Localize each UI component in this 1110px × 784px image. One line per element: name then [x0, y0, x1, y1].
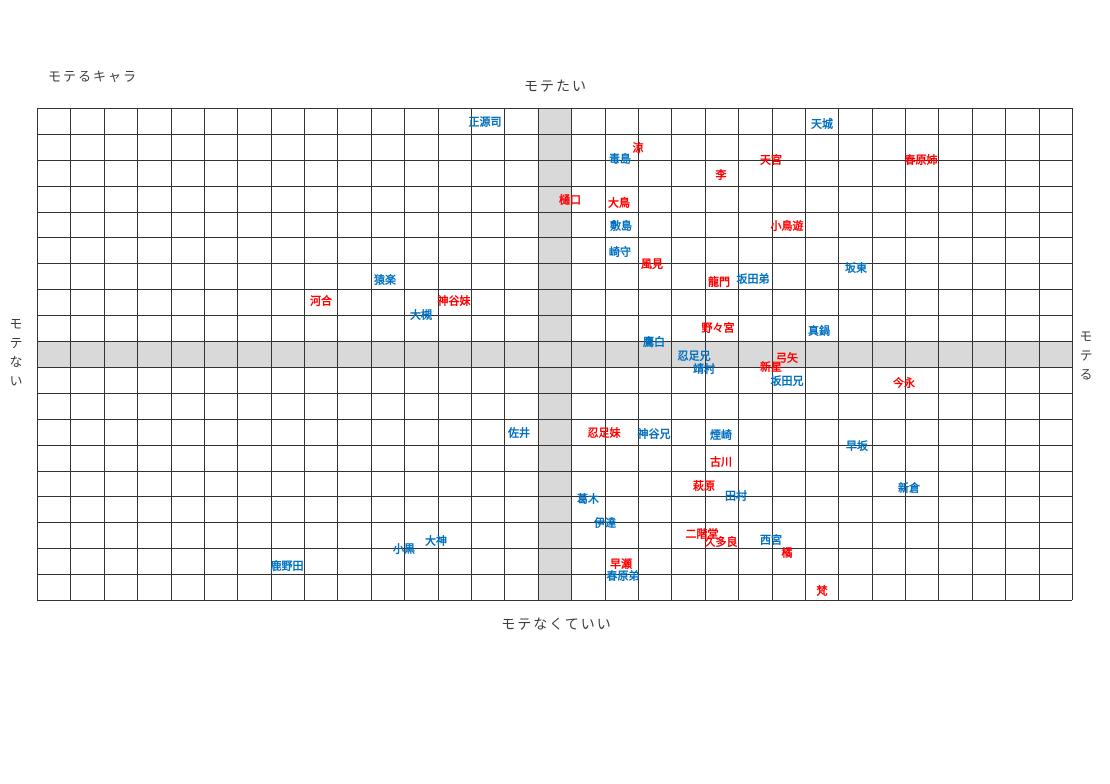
chart-point: 小鳥遊 — [770, 220, 804, 233]
chart-point: 小黒 — [393, 543, 415, 556]
chart-point: 天宮 — [760, 154, 782, 167]
chart-point: 忍足兄 — [677, 350, 711, 363]
chart-point: 田村 — [725, 490, 747, 503]
chart-point: 涼 — [632, 142, 644, 155]
chart-point: 春原姉 — [904, 154, 938, 167]
chart-point: 佐井 — [508, 427, 530, 440]
chart-point: 西宮 — [760, 534, 782, 547]
chart-point: 龍門 — [708, 276, 730, 289]
chart-point: 野々宮 — [701, 322, 735, 335]
chart-point: 猿楽 — [374, 274, 396, 287]
chart-point: 正源司 — [468, 116, 502, 129]
chart-point: 河合 — [310, 295, 332, 308]
chart-point: 二階堂 — [685, 528, 719, 541]
grid — [37, 108, 1073, 601]
chart-point: 真鍋 — [808, 325, 830, 338]
chart-point: 伊達 — [594, 517, 616, 530]
chart-point: 早瀬 — [610, 558, 632, 571]
chart-point: 坂田兄 — [770, 375, 804, 388]
chart-point: 鹿野田 — [270, 560, 304, 573]
chart-point: 毒島 — [609, 153, 631, 166]
axis-label-bottom: モテなくていい — [501, 616, 613, 632]
chart-point: 久多良 — [704, 536, 738, 549]
axis-label-left: モテない — [7, 317, 23, 393]
chart-point: 今永 — [893, 377, 915, 390]
axis-label-top: モテたい — [524, 78, 588, 94]
chart-title: モテるキャラ — [48, 69, 139, 84]
chart-point: 葛木 — [577, 493, 599, 506]
chart-point: 大槻 — [410, 309, 432, 322]
chart-point: 忍足妹 — [587, 427, 621, 440]
chart-point: 弓矢 — [776, 352, 798, 365]
chart-point: 萩原 — [693, 480, 715, 493]
chart-point: 早坂 — [846, 440, 868, 453]
chart-point: 鷹白 — [643, 336, 665, 349]
chart-point: 大鳥 — [608, 197, 630, 210]
chart-point: 崎守 — [609, 246, 631, 259]
chart-point: 神谷妹 — [437, 295, 471, 308]
chart-point: 坂東 — [845, 262, 867, 275]
chart-point: 梵 — [816, 585, 828, 598]
chart-point: 春原弟 — [606, 570, 640, 583]
chart-point: 橘 — [781, 547, 793, 560]
chart-point: 神谷兄 — [637, 428, 671, 441]
chart-point: 新倉 — [898, 482, 920, 495]
chart-point: 天城 — [811, 118, 833, 131]
chart-point: 大神 — [425, 535, 447, 548]
chart-point: 樋口 — [559, 194, 581, 207]
chart-point: 煙崎 — [710, 429, 732, 442]
chart-point: 坂田弟 — [736, 273, 770, 286]
chart-point: 古川 — [710, 456, 732, 469]
axis-label-right: モテる — [1077, 329, 1093, 387]
chart-point: 李 — [715, 169, 727, 182]
chart-point: 靖村 — [693, 363, 715, 376]
chart-point: 新星 — [760, 361, 782, 374]
chart-point: 敷島 — [610, 220, 632, 233]
chart-point: 風見 — [641, 258, 663, 271]
